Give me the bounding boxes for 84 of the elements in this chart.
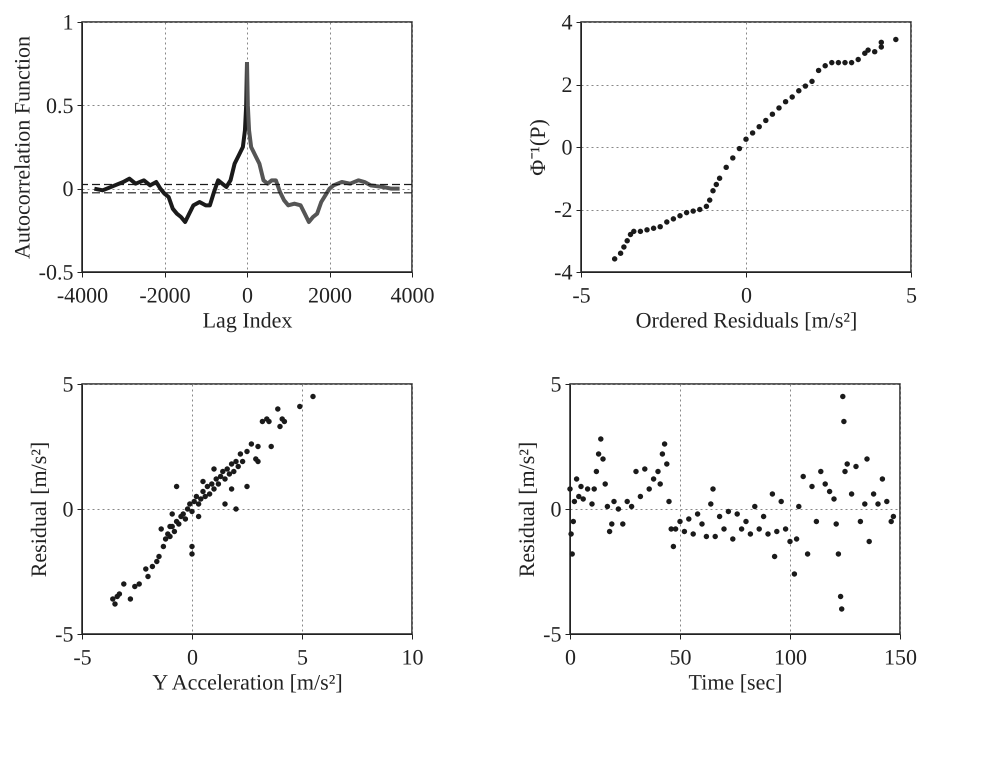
point	[714, 182, 720, 188]
point	[621, 244, 627, 250]
x-tick-label: 150	[884, 644, 917, 670]
point	[836, 60, 842, 66]
point	[789, 94, 795, 100]
point	[822, 63, 828, 68]
point	[743, 136, 749, 142]
point	[664, 219, 670, 225]
x-tick-label: 0	[242, 282, 253, 308]
y-tick-label: 5	[62, 372, 74, 396]
point	[704, 204, 710, 210]
point	[848, 60, 854, 66]
point	[710, 188, 716, 194]
point	[865, 47, 871, 53]
y-axis-title: Φ⁻¹(P)	[525, 119, 550, 176]
point	[816, 68, 822, 74]
point	[723, 164, 729, 170]
y-tick-label: -0.5	[38, 260, 74, 284]
y-tick-label: -4	[554, 260, 572, 284]
x-tick-label: 100	[774, 644, 807, 670]
point	[697, 206, 703, 212]
point	[677, 213, 683, 218]
point	[796, 88, 802, 94]
x-axis-title: Y Acceleration [m/s²]	[152, 670, 343, 694]
point	[770, 111, 776, 117]
point	[624, 238, 630, 244]
x-axis-title: Lag Index	[202, 308, 292, 332]
point	[878, 40, 884, 46]
point	[716, 176, 722, 181]
point	[776, 105, 782, 111]
x-tick-label: -2000	[139, 282, 191, 308]
point	[782, 98, 788, 104]
y-axis-title: Residual [m/s²]	[514, 442, 540, 578]
y-tick-label: 4	[562, 10, 572, 34]
point	[893, 36, 899, 42]
y-tick-label: 0	[550, 496, 562, 522]
point	[756, 124, 762, 130]
point	[684, 210, 690, 216]
x-tick-label: 10	[402, 644, 424, 670]
y-tick-label: 0.5	[46, 92, 74, 118]
x-tick-label: 5	[297, 644, 308, 670]
y-tick-label: -5	[543, 622, 562, 646]
point	[878, 44, 884, 50]
y-axis-title: Autocorrelation Function	[10, 36, 35, 260]
point	[763, 118, 769, 124]
x-tick-label: 50	[670, 644, 692, 670]
y-tick-label: 1	[62, 10, 74, 34]
point	[631, 228, 637, 234]
point	[872, 48, 878, 54]
point	[730, 155, 736, 161]
y-tick-label: 0	[62, 496, 74, 522]
x-tick-label: 0	[187, 644, 198, 670]
point	[809, 78, 815, 84]
point	[750, 130, 756, 136]
line-series	[245, 60, 402, 224]
point	[650, 226, 656, 231]
x-tick-label: 4000	[390, 282, 434, 308]
x-tick-label: 2000	[308, 282, 352, 308]
x-tick-label: -4000	[56, 282, 108, 308]
x-axis-title: Time [sec]	[688, 670, 782, 694]
point	[644, 227, 650, 233]
x-tick-label: 0	[741, 282, 752, 308]
point	[802, 83, 808, 89]
point	[612, 256, 618, 262]
point	[690, 208, 696, 214]
y-tick-label: 0	[562, 134, 572, 160]
point	[618, 250, 624, 256]
point	[706, 197, 712, 203]
point	[638, 228, 644, 234]
x-tick-label: 5	[906, 282, 917, 308]
y-axis-title: Residual [m/s²]	[26, 442, 52, 578]
point	[670, 216, 676, 222]
point	[842, 60, 848, 66]
point	[657, 224, 663, 230]
point	[855, 56, 861, 62]
point	[862, 50, 868, 56]
y-tick-label: -5	[55, 622, 74, 646]
y-tick-label: 5	[550, 372, 562, 396]
y-tick-label: -2	[554, 197, 572, 222]
point	[829, 60, 835, 66]
y-tick-label: 0	[62, 176, 74, 202]
x-axis-title: Ordered Residuals [m/s²]	[636, 308, 858, 332]
y-tick-label: 2	[562, 72, 572, 97]
point	[736, 146, 742, 152]
